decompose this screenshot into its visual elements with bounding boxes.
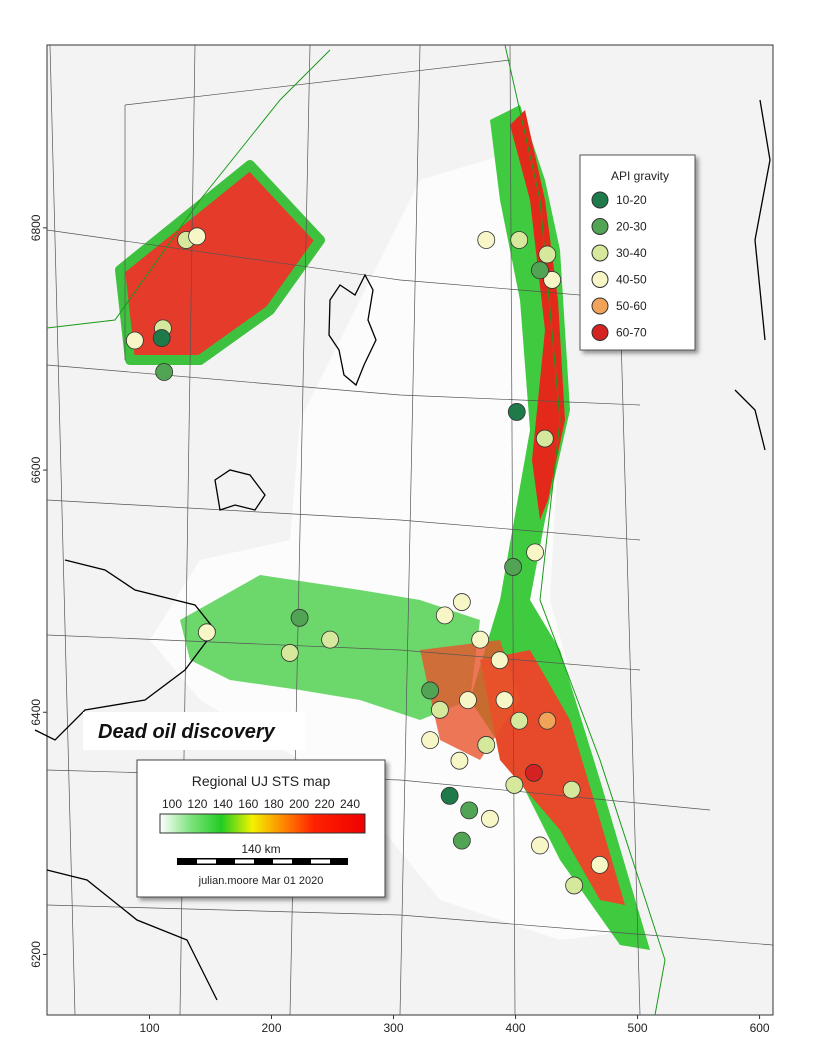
well <box>538 245 557 264</box>
x-tick-label: 600 <box>750 1021 770 1035</box>
legend-label: 20-30 <box>616 220 647 234</box>
colorbar-tick-label: 220 <box>315 797 335 811</box>
well <box>543 271 562 289</box>
annotation-box <box>83 712 305 750</box>
well <box>481 809 499 828</box>
legend-swatch <box>591 271 609 288</box>
legend-title: API gravity <box>611 169 669 183</box>
well <box>440 786 459 805</box>
well <box>562 780 581 799</box>
well <box>421 731 440 750</box>
legend-swatch <box>591 218 609 235</box>
axes: 100 200 300 400 500 600 6200 6400 6600 6800 <box>29 214 770 1035</box>
well <box>531 836 549 855</box>
legend-label: 30-40 <box>616 246 647 260</box>
well <box>495 691 514 710</box>
legend-label: 50-60 <box>616 299 647 313</box>
y-tick-label: 6600 <box>29 456 43 483</box>
x-tick-label: 300 <box>384 1021 404 1035</box>
well <box>477 736 496 754</box>
well <box>460 801 479 820</box>
well <box>280 644 299 662</box>
y-tick-label: 6200 <box>29 941 43 968</box>
x-tick-label: 200 <box>261 1021 281 1035</box>
legend-swatch <box>591 244 609 262</box>
well <box>490 651 509 670</box>
well <box>459 691 477 710</box>
scale-label: 140 km <box>241 842 280 856</box>
wells <box>125 227 609 895</box>
colorbar-legend: Regional UJ STS map 140 km julian.moore … <box>136 759 386 898</box>
well <box>450 751 469 770</box>
legend-label: 60-70 <box>616 326 647 340</box>
well <box>471 630 490 649</box>
well <box>505 776 524 794</box>
api-legend: API gravity 10-20 20-30 30-40 40-50 50-60 60-… <box>579 154 696 351</box>
well <box>430 700 449 719</box>
well <box>155 363 174 381</box>
well <box>290 608 309 627</box>
well <box>531 261 549 280</box>
colorbar-tick-label: 240 <box>340 797 360 811</box>
annotation: Dead oil discovery <box>98 721 276 743</box>
well <box>452 593 471 611</box>
legend-label: 40-50 <box>616 273 647 287</box>
well <box>188 227 206 246</box>
colorbar <box>159 813 366 834</box>
x-tick-label: 100 <box>139 1021 159 1035</box>
legend-swatch <box>591 191 609 209</box>
well <box>510 231 529 249</box>
legend-swatch <box>591 324 609 341</box>
y-tick-label: 6400 <box>29 699 43 726</box>
credit: julian.moore Mar 01 2020 <box>198 875 324 887</box>
colorbar-tick-label: 200 <box>289 797 309 811</box>
colorbar-tick-label: 140 <box>213 797 233 811</box>
well <box>125 331 144 350</box>
colorbar-title: Regional UJ STS map <box>192 773 331 789</box>
legend-swatch <box>591 297 609 315</box>
well <box>452 831 471 850</box>
well <box>510 711 529 730</box>
well <box>524 763 543 782</box>
colorbar-tick-label: 160 <box>238 797 258 811</box>
scale-bar <box>177 858 348 865</box>
legend-label: 10-20 <box>616 193 647 207</box>
colorbar-tick-label: 180 <box>264 797 284 811</box>
well <box>152 329 171 347</box>
x-tick-label: 500 <box>628 1021 648 1035</box>
well <box>507 403 526 421</box>
well <box>504 558 523 576</box>
colorbar-tick-label: 120 <box>187 797 207 811</box>
well <box>590 855 609 874</box>
well <box>477 231 496 249</box>
well <box>197 623 216 642</box>
well <box>535 429 554 448</box>
well <box>526 543 544 562</box>
y-tick-label: 6800 <box>29 214 43 241</box>
x-tick-label: 400 <box>506 1021 526 1035</box>
well <box>321 630 339 649</box>
well <box>435 606 454 625</box>
colorbar-tick-label: 100 <box>162 797 182 811</box>
well <box>565 876 584 895</box>
well <box>538 711 557 730</box>
well <box>421 681 440 700</box>
